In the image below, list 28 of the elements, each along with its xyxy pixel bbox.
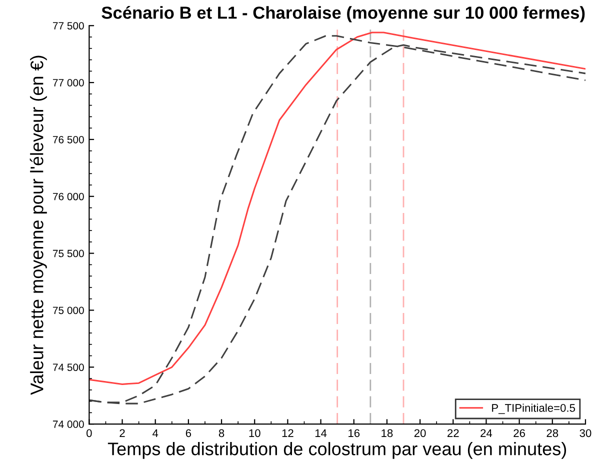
y-tick-label: 76 000 <box>52 192 84 200</box>
x-tick-label: 6 <box>186 429 192 438</box>
y-tick-label: 77 500 <box>52 22 84 30</box>
x-tick-label: 22 <box>448 429 459 437</box>
x-tick-label: 14 <box>315 429 327 437</box>
x-tick-label: 28 <box>546 429 558 438</box>
chart-title: Scénario B et L1 - Charolaise (moyenne sur 10 000 fermes) <box>102 6 585 22</box>
legend-label: P_TIPinitiale=0.5 <box>492 404 576 414</box>
x-tick-label: 12 <box>282 429 294 437</box>
y-tick-label: 74 000 <box>52 420 84 428</box>
x-tick-label: 8 <box>218 429 224 438</box>
x-tick-label: 26 <box>514 429 525 438</box>
x-tick-label: 20 <box>414 429 426 438</box>
x-tick-label: 2 <box>120 429 125 437</box>
y-tick-label: 75 500 <box>52 250 84 258</box>
y-axis-title: Valeur nette moyenne pour l'éleveur (en €) <box>30 56 47 395</box>
y-tick-label: 76 500 <box>52 136 84 144</box>
x-tick-label: 10 <box>249 429 260 438</box>
y-tick-label: 77 000 <box>52 79 84 86</box>
x-tick-label: 4 <box>152 429 158 437</box>
x-tick-label: 16 <box>348 429 360 438</box>
y-tick-label: 74 500 <box>52 364 84 372</box>
x-tick-label: 24 <box>480 429 492 437</box>
x-tick-label: 30 <box>580 429 592 438</box>
x-axis-title: Temps de distribution de colostrum par veau (en minutes) <box>108 442 566 459</box>
x-tick-label: 18 <box>382 429 393 438</box>
x-tick-label: 0 <box>86 429 92 438</box>
y-tick-label: 75 000 <box>52 306 84 314</box>
